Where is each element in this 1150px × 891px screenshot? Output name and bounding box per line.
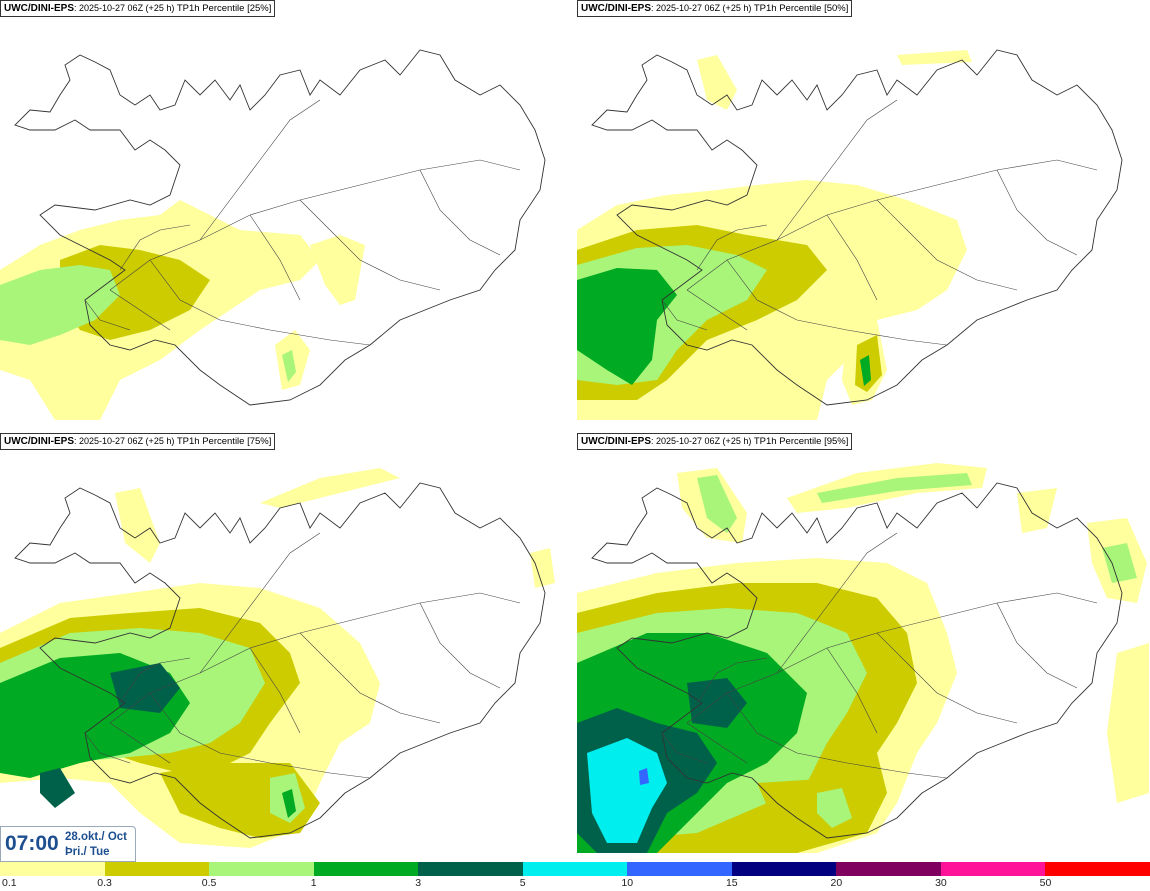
color-legend-bar: [0, 862, 1150, 876]
map-panel-50: UWC/DINI-EPS: 2025-10-27 06Z (+25 h) TP1…: [577, 0, 1149, 430]
legend-swatch: [731, 862, 837, 876]
legend-swatch: [209, 862, 314, 876]
legend-label: 20: [830, 877, 843, 889]
legend-label: 0.3: [97, 877, 112, 889]
panel-title: UWC/DINI-EPS: 2025-10-27 06Z (+25 h) TP1…: [0, 0, 276, 17]
parameter-label: TP1h Percentile [50%]: [753, 3, 849, 14]
valid-date-line1: 28.okt./ Oct: [65, 831, 127, 843]
legend-label: 1: [310, 877, 317, 889]
model-name: UWC/DINI-EPS: [581, 436, 651, 447]
legend-label: 3: [415, 877, 422, 889]
precip-map-75: [0, 468, 555, 848]
legend-swatch: [418, 862, 523, 876]
precip-map-50: [577, 49, 1123, 420]
map-panel-95: UWC/DINI-EPS: 2025-10-27 06Z (+25 h) TP1…: [577, 433, 1149, 863]
map-panel-25: UWC/DINI-EPS: 2025-10-27 06Z (+25 h) TP1…: [0, 0, 572, 430]
run-time: 2025-10-27 06Z (+25 h): [656, 436, 752, 446]
legend-swatch: [940, 862, 1046, 876]
legend-swatch: [836, 862, 941, 876]
parameter-label: TP1h Percentile [75%]: [176, 436, 272, 447]
valid-time-box: 07:00 28.okt./ Oct Þri./ Tue: [0, 826, 136, 862]
legend-label: 30: [935, 877, 947, 889]
run-time: 2025-10-27 06Z (+25 h): [79, 3, 175, 13]
precip-map-95: [577, 463, 1149, 853]
legend-swatch: [627, 862, 732, 876]
model-name: UWC/DINI-EPS: [581, 3, 651, 14]
panel-title: UWC/DINI-EPS: 2025-10-27 06Z (+25 h) TP1…: [0, 433, 276, 450]
color-legend-labels: 0.1 0.3 0.5 1 3 5 10 15 20 30 50: [0, 876, 1150, 891]
legend-label: 0.5: [201, 877, 217, 889]
legend-label: 15: [725, 877, 738, 889]
parameter-label: TP1h Percentile [25%]: [176, 3, 272, 14]
run-time: 2025-10-27 06Z (+25 h): [79, 436, 175, 446]
legend-label: 0.1: [2, 877, 17, 889]
parameter-label: TP1h Percentile [95%]: [753, 436, 849, 447]
valid-time: 07:00: [5, 832, 59, 855]
legend-label: 50: [1039, 877, 1052, 889]
map-panel-75: UWC/DINI-EPS: 2025-10-27 06Z (+25 h) TP1…: [0, 433, 572, 863]
legend-swatch: [1045, 862, 1150, 876]
run-time: 2025-10-27 06Z (+25 h): [656, 3, 752, 13]
panel-title: UWC/DINI-EPS: 2025-10-27 06Z (+25 h) TP1…: [577, 433, 853, 450]
legend-swatch: [313, 862, 419, 876]
legend-swatch: [104, 862, 210, 876]
model-name: UWC/DINI-EPS: [4, 3, 74, 14]
panel-title: UWC/DINI-EPS: 2025-10-27 06Z (+25 h) TP1…: [577, 0, 853, 17]
legend-swatch: [0, 862, 105, 876]
legend-label: 5: [519, 877, 526, 889]
legend-swatch: [522, 862, 628, 876]
valid-date-line2: Þri./ Tue: [65, 846, 110, 858]
legend-label: 10: [621, 877, 634, 889]
precip-map-25: [0, 49, 546, 420]
model-name: UWC/DINI-EPS: [4, 436, 74, 447]
